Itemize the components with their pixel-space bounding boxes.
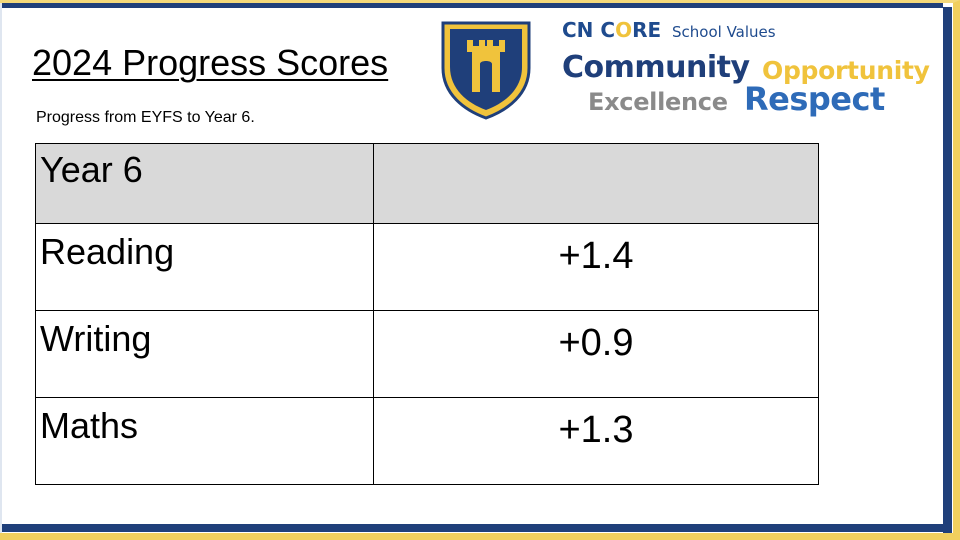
page-title: 2024 Progress Scores — [32, 42, 389, 83]
value-excellence: Excellence — [588, 88, 728, 116]
values-core-re: RE — [632, 18, 662, 42]
subject-cell: Maths — [35, 397, 374, 485]
score-cell: +1.4 — [373, 223, 819, 311]
table-header-row: Year 6 — [35, 143, 819, 224]
score-cell: +0.9 — [373, 310, 819, 398]
table-row: Writing +0.9 — [35, 310, 819, 398]
progress-scores-table: Year 6 Reading +1.4 Writing +0.9 Maths +… — [35, 143, 819, 485]
score-cell: +1.3 — [373, 397, 819, 485]
value-respect: Respect — [744, 80, 885, 118]
subject-cell: Writing — [35, 310, 374, 398]
page-subtitle: Progress from EYFS to Year 6. — [36, 109, 255, 126]
frame-bottom-band — [0, 524, 944, 532]
values-heading: CN CORE — [562, 18, 661, 42]
school-values-logo: CN CORE School Values Community Opportun… — [562, 18, 942, 118]
value-opportunity: Opportunity — [762, 56, 930, 85]
values-core-c: C — [600, 18, 616, 42]
frame-right-band — [943, 7, 952, 533]
table-header-year: Year 6 — [35, 143, 374, 224]
values-core-o: O — [615, 18, 633, 42]
castle-shield-icon — [441, 21, 531, 120]
value-community: Community — [562, 50, 750, 85]
frame-top-band — [0, 3, 943, 8]
values-cn: CN — [562, 18, 601, 42]
table-header-blank — [373, 143, 819, 224]
table-row: Maths +1.3 — [35, 397, 819, 485]
frame-left-edge — [0, 3, 2, 533]
values-school-values-label: School Values — [672, 23, 776, 41]
table-row: Reading +1.4 — [35, 223, 819, 311]
subject-cell: Reading — [35, 223, 374, 311]
